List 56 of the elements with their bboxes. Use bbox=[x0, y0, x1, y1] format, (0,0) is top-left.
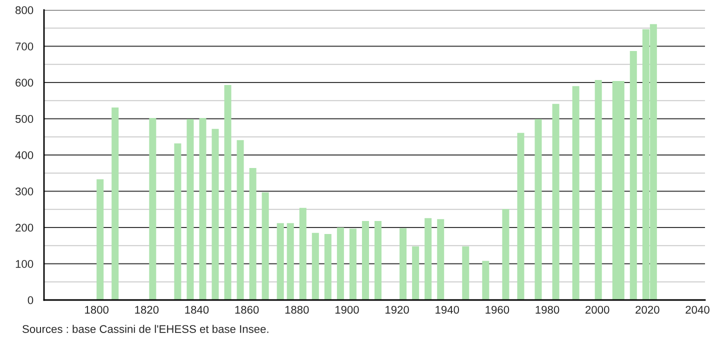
bar bbox=[400, 228, 407, 300]
bar bbox=[517, 132, 524, 300]
bar bbox=[299, 208, 306, 300]
bar bbox=[149, 118, 156, 300]
bar bbox=[412, 246, 420, 300]
bar bbox=[374, 220, 382, 300]
y-tick-label: 500 bbox=[15, 115, 34, 123]
x-tick-label: 1960 bbox=[486, 306, 510, 314]
bar bbox=[482, 260, 490, 300]
y-tick-label: 0 bbox=[28, 296, 34, 304]
y-tick-label: 600 bbox=[16, 78, 34, 87]
x-tick-label: 1940 bbox=[436, 306, 460, 314]
bar bbox=[324, 234, 332, 300]
x-tick-label: 1860 bbox=[235, 306, 259, 314]
bar bbox=[462, 246, 470, 300]
x-tick-label: 1820 bbox=[135, 306, 159, 314]
bar bbox=[224, 85, 232, 300]
y-tick-label: 400 bbox=[15, 151, 34, 160]
bar bbox=[286, 223, 294, 300]
bar bbox=[572, 86, 580, 300]
x-tick-label: 1980 bbox=[536, 306, 560, 314]
bar bbox=[552, 104, 560, 300]
bar bbox=[199, 118, 206, 300]
x-tick-label: 1840 bbox=[185, 306, 209, 314]
bar bbox=[212, 128, 219, 300]
bar bbox=[437, 219, 444, 300]
x-tick-label: 1920 bbox=[386, 306, 409, 314]
y-tick-label: 100 bbox=[16, 260, 34, 268]
bar bbox=[249, 168, 256, 300]
bar bbox=[594, 80, 602, 300]
x-tick-label: 1900 bbox=[335, 306, 359, 314]
bar bbox=[630, 50, 637, 300]
bar bbox=[336, 228, 344, 300]
bar bbox=[174, 143, 182, 300]
bar bbox=[312, 232, 319, 300]
bar bbox=[262, 192, 269, 300]
bar bbox=[96, 179, 104, 300]
bar bbox=[362, 220, 369, 300]
bar bbox=[236, 140, 244, 300]
x-tick-label: 2020 bbox=[636, 306, 660, 314]
bar bbox=[186, 119, 194, 300]
y-tick-label: 200 bbox=[16, 224, 34, 232]
y-tick-label: 700 bbox=[16, 42, 34, 50]
bar bbox=[502, 209, 510, 300]
bar bbox=[349, 228, 356, 300]
bar bbox=[276, 223, 284, 300]
y-tick-label: 800 bbox=[16, 6, 34, 14]
bar bbox=[534, 119, 542, 300]
bar bbox=[424, 218, 432, 300]
bar bbox=[112, 108, 119, 300]
x-tick-label: 2040 bbox=[686, 306, 710, 314]
x-tick-label: 2000 bbox=[586, 306, 610, 314]
x-tick-label: 1800 bbox=[85, 306, 109, 314]
y-tick-label: 300 bbox=[15, 188, 34, 196]
source-note: Sources : base Cassini de l'EHESS et base Insee. bbox=[22, 324, 268, 333]
x-tick-label: 1880 bbox=[285, 306, 309, 314]
